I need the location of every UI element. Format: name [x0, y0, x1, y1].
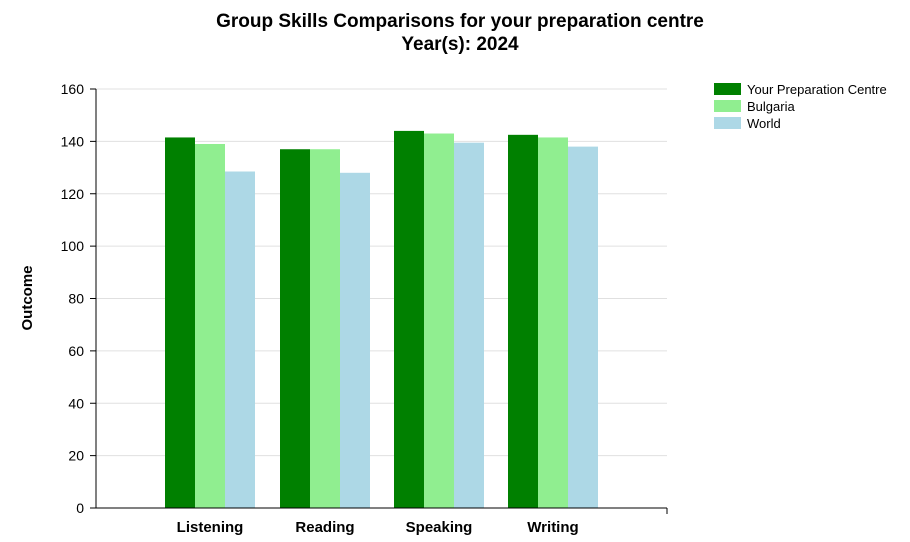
x-category-label: Speaking [406, 519, 473, 536]
y-tick-label: 160 [61, 81, 85, 97]
y-tick-label: 120 [61, 186, 85, 202]
legend-label: Bulgaria [747, 99, 795, 114]
x-category-label: Listening [177, 519, 244, 536]
bar-speaking-0 [394, 130, 424, 508]
y-tick-label: 60 [68, 343, 84, 359]
bar-speaking-2 [454, 142, 484, 508]
bar-listening-2 [225, 171, 255, 508]
y-tick-label: 40 [68, 395, 84, 411]
legend: Your Preparation Centre Bulgaria World [714, 82, 887, 131]
bar-listening-1 [195, 143, 225, 508]
y-tick-label: 80 [68, 291, 84, 307]
y-tick-label: 100 [61, 238, 85, 254]
legend-swatch [714, 100, 741, 112]
y-axis-label: Outcome [19, 265, 36, 330]
bars [165, 130, 598, 509]
legend-swatch [714, 83, 741, 95]
legend-label: World [747, 116, 781, 131]
x-category-label: Writing [527, 519, 578, 536]
bar-writing-0 [508, 134, 538, 508]
chart-title: Group Skills Comparisons for your prepar… [216, 11, 704, 32]
legend-label: Your Preparation Centre [747, 82, 887, 97]
bar-listening-0 [165, 137, 195, 508]
bar-reading-1 [310, 149, 340, 508]
bar-speaking-1 [424, 133, 454, 509]
x-category-label: Reading [295, 519, 354, 536]
bar-writing-2 [568, 146, 598, 509]
chart-subtitle: Year(s): 2024 [401, 34, 519, 55]
y-tick-label: 20 [68, 448, 84, 464]
axes: 0 20 40 60 80 100 120 140 160 Listening Reading Spe… [61, 81, 668, 536]
bar-reading-2 [340, 172, 370, 509]
bar-reading-0 [280, 149, 310, 508]
y-tick-label: 0 [76, 500, 84, 516]
y-tick-label: 140 [61, 133, 85, 149]
bar-writing-1 [538, 137, 568, 508]
legend-swatch [714, 117, 741, 129]
